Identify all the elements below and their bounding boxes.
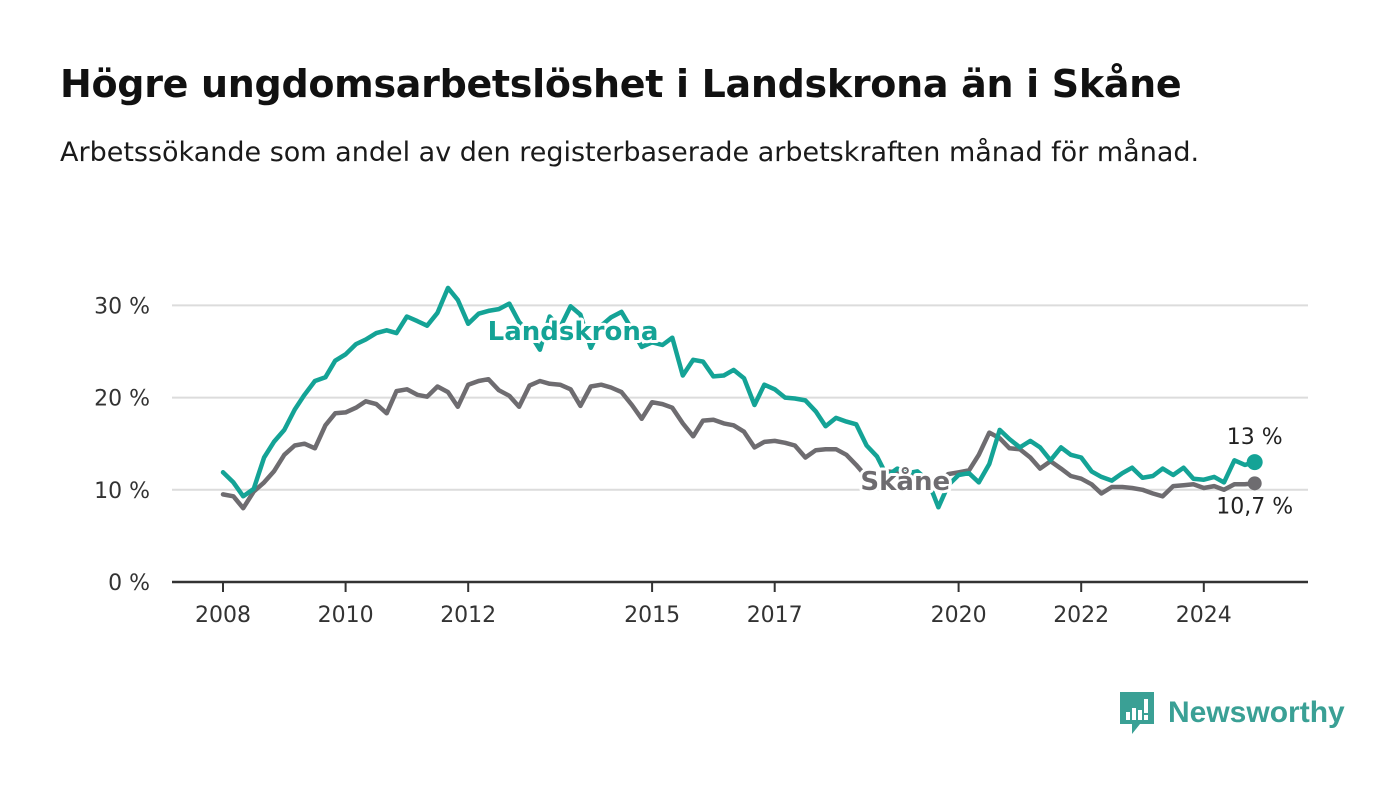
end-point-landskrona [1246,454,1263,471]
y-tick-label: 30 % [94,294,150,319]
series-label-skane: Skåne [860,465,950,497]
newsworthy-logo: Newsworthy [1118,690,1345,736]
y-tick-label: 0 % [108,571,150,596]
bar-chart-speech-bubble-icon [1120,692,1154,734]
series-labels: 13 % 10,7 % Landskrona Skåne [485,314,1293,519]
chart-subtitle: Arbetssökande som andel av den registerb… [60,137,1200,168]
series-line-landskrona [220,285,1257,510]
chart-title: Högre ungdomsarbetslöshet i Landskrona ä… [60,62,1182,106]
series-label-landskrona: Landskrona [488,317,659,347]
brand-name: Newsworthy [1168,696,1345,729]
x-tick-label: 2024 [1176,603,1232,628]
series-lines [220,285,1257,511]
x-tick-label: 2008 [195,603,251,628]
x-tick-label: 2022 [1053,603,1109,628]
x-tick-label: 2010 [318,603,374,628]
end-label-skane: 10,7 % [1216,494,1293,519]
axes: 0 % 10 % 20 % 30 % 2008 2010 2012 2015 2017 2020 2… [94,294,1308,628]
gridlines [172,304,1308,491]
x-tick-label: 2012 [440,603,496,628]
y-tick-label: 20 % [94,387,150,412]
x-tick-label: 2015 [624,603,680,628]
series-line-skane [220,376,1257,511]
y-tick-label: 10 % [94,479,150,504]
x-tick-label: 2020 [931,603,987,628]
end-point-skane [1247,476,1262,491]
x-tick-label: 2017 [747,603,803,628]
end-label-landskrona: 13 % [1227,425,1283,450]
